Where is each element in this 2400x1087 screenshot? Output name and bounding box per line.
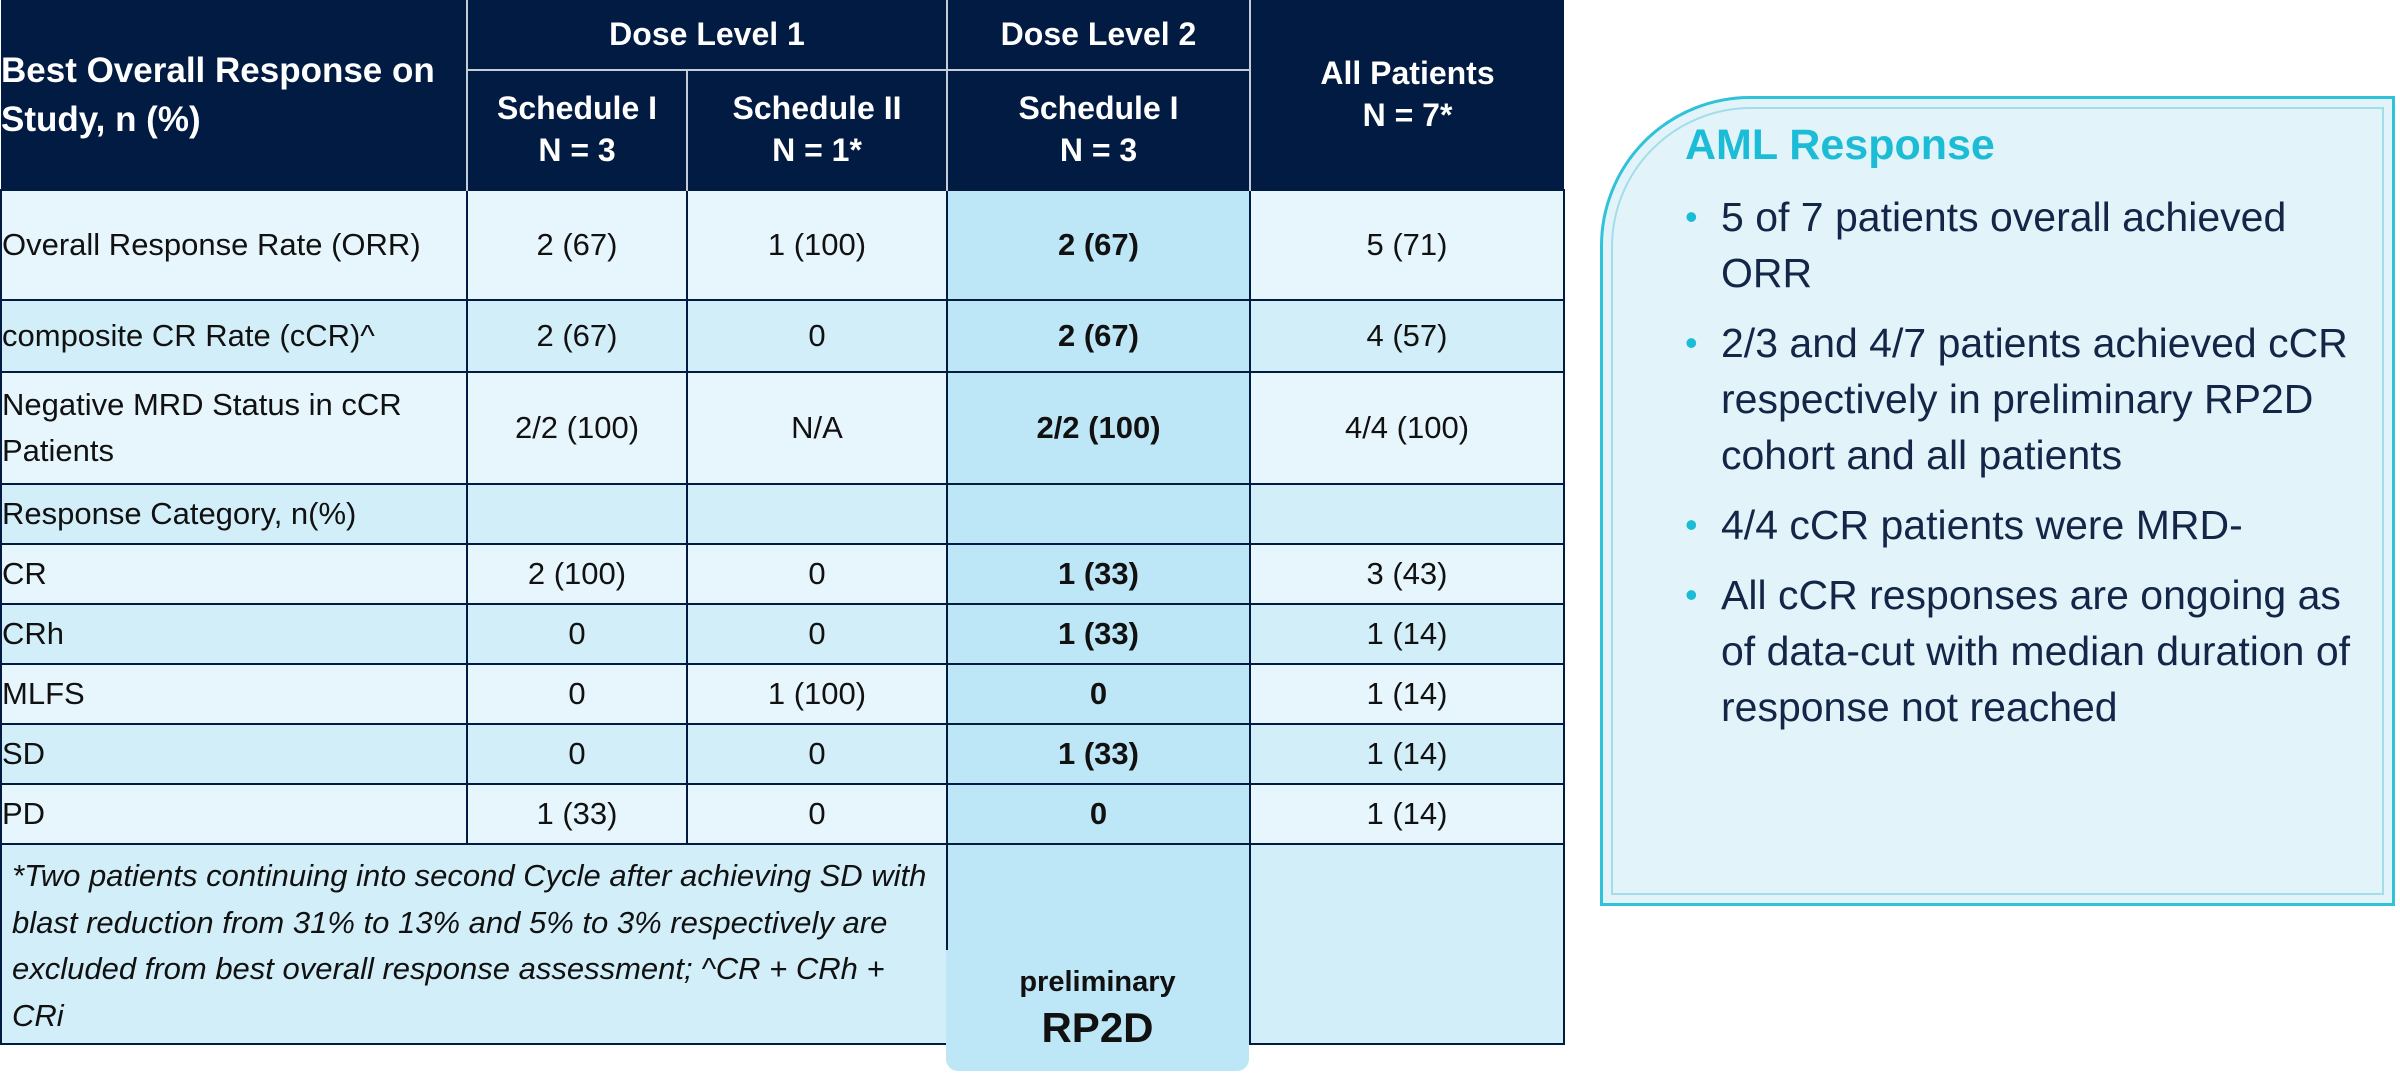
bullet-dot-icon: • bbox=[1685, 322, 1698, 363]
table-cell-highlighted: 2 (67) bbox=[946, 189, 1251, 301]
table-cell: 0 bbox=[466, 663, 688, 725]
table-cell bbox=[686, 483, 948, 545]
schedule-label: Schedule II bbox=[732, 90, 902, 127]
table-cell-highlighted bbox=[946, 483, 1251, 545]
all-patients-title: All Patients bbox=[1320, 54, 1495, 91]
table-row-ccr: composite CR Rate (cCR)^ 2 (67) 0 2 (67)… bbox=[0, 299, 1565, 373]
response-table: Best Overall Response on Study, n (%) Do… bbox=[0, 0, 1565, 1045]
row-label: composite CR Rate (cCR)^ bbox=[0, 299, 468, 373]
footnote: *Two patients continuing into second Cyc… bbox=[0, 843, 948, 1045]
aml-bullet-text: 2/3 and 4/7 patients achieved cCR respec… bbox=[1721, 320, 2348, 478]
aml-bullet-text: 4/4 cCR patients were MRD- bbox=[1721, 502, 2243, 548]
table-cell: 1 (100) bbox=[686, 663, 948, 725]
row-label: SD bbox=[0, 723, 468, 785]
row-label: Overall Response Rate (ORR) bbox=[0, 189, 468, 301]
table-cell: 0 bbox=[466, 723, 688, 785]
bullet-dot-icon: • bbox=[1685, 504, 1698, 545]
dose-level-1-header: Dose Level 1 bbox=[466, 0, 947, 71]
table-row-sd: SD 0 0 1 (33) 1 (14) bbox=[0, 723, 1565, 785]
dl2-schedule-1-header: Schedule I N = 3 bbox=[946, 70, 1250, 190]
table-cell-highlighted: 0 bbox=[946, 783, 1251, 845]
aml-bullet: • 4/4 cCR patients were MRD- bbox=[1685, 497, 2375, 553]
table-row-orr: Overall Response Rate (ORR) 2 (67) 1 (10… bbox=[0, 189, 1565, 301]
n-label: N = 3 bbox=[1059, 132, 1138, 168]
table-cell: 1 (14) bbox=[1249, 783, 1565, 845]
table-row-footnote: *Two patients continuing into second Cyc… bbox=[0, 843, 1565, 1045]
table-cell: 5 (71) bbox=[1249, 189, 1565, 301]
row-label: CRh bbox=[0, 603, 468, 665]
n-label: N = 3 bbox=[538, 132, 616, 168]
table-cell: 2 (67) bbox=[466, 299, 688, 373]
aml-bullet: • 5 of 7 patients overall achieved ORR bbox=[1685, 189, 2375, 301]
footnote-empty-cell bbox=[1249, 843, 1565, 1045]
table-row-cr: CR 2 (100) 0 1 (33) 3 (43) bbox=[0, 543, 1565, 605]
row-label: PD bbox=[0, 783, 468, 845]
aml-bullet-text: 5 of 7 patients overall achieved ORR bbox=[1721, 194, 2287, 296]
table-row-pd: PD 1 (33) 0 0 1 (14) bbox=[0, 783, 1565, 845]
bullet-dot-icon: • bbox=[1685, 196, 1698, 237]
table-cell: 1 (33) bbox=[466, 783, 688, 845]
table-cell: 1 (14) bbox=[1249, 723, 1565, 785]
schedule-label: Schedule I bbox=[496, 90, 658, 127]
aml-bullet-list: • 5 of 7 patients overall achieved ORR • 2… bbox=[1685, 189, 2375, 749]
schedule-label: Schedule I bbox=[1018, 90, 1179, 127]
rp2d-label-tab: preliminary RP2D bbox=[946, 950, 1249, 1071]
dose-level-2-header: Dose Level 2 bbox=[946, 0, 1250, 71]
table-cell bbox=[1249, 483, 1565, 545]
table-row-response-category: Response Category, n(%) bbox=[0, 483, 1565, 545]
table-cell: 0 bbox=[686, 783, 948, 845]
aml-bullet: • 2/3 and 4/7 patients achieved cCR respe… bbox=[1685, 315, 2375, 483]
table-cell: 3 (43) bbox=[1249, 543, 1565, 605]
table-row-mlfs: MLFS 0 1 (100) 0 1 (14) bbox=[0, 663, 1565, 725]
table-cell: 0 bbox=[686, 543, 948, 605]
aml-bullet-text: All cCR responses are ongoing as of data… bbox=[1721, 572, 2351, 730]
table-cell: 1 (14) bbox=[1249, 663, 1565, 725]
table-row-mrd: Negative MRD Status in cCR Patients 2/2 … bbox=[0, 371, 1565, 485]
table-cell-highlighted: 2/2 (100) bbox=[946, 371, 1251, 485]
row-label: MLFS bbox=[0, 663, 468, 725]
table-cell-highlighted: 1 (33) bbox=[946, 603, 1251, 665]
row-label: CR bbox=[0, 543, 468, 605]
aml-panel-inner-border bbox=[1611, 107, 2384, 895]
all-patients-n: N = 7* bbox=[1362, 96, 1453, 133]
table-cell: 0 bbox=[686, 723, 948, 785]
aml-panel-title: AML Response bbox=[1685, 121, 1995, 169]
table-cell: 1 (100) bbox=[686, 189, 948, 301]
aml-bullet: • All cCR responses are ongoing as of dat… bbox=[1685, 567, 2375, 735]
table-cell-highlighted: 1 (33) bbox=[946, 543, 1251, 605]
table-cell: 4 (57) bbox=[1249, 299, 1565, 373]
n-label: N = 1* bbox=[772, 132, 862, 168]
rp2d-big-label: RP2D bbox=[1041, 1004, 1154, 1051]
dl1-schedule-1-header: Schedule I N = 3 bbox=[466, 70, 687, 190]
bullet-dot-icon: • bbox=[1685, 574, 1698, 615]
table-cell: 2 (67) bbox=[466, 189, 688, 301]
table-cell-highlighted: 0 bbox=[946, 663, 1251, 725]
table-cell: 1 (14) bbox=[1249, 603, 1565, 665]
aml-response-panel: AML Response • 5 of 7 patients overall ac… bbox=[1600, 96, 2395, 906]
dl1-schedule-2-header: Schedule II N = 1* bbox=[686, 70, 947, 190]
table-cell: 0 bbox=[466, 603, 688, 665]
table-cell bbox=[466, 483, 688, 545]
table-cell: N/A bbox=[686, 371, 948, 485]
rp2d-small-label: preliminary bbox=[1019, 966, 1176, 998]
all-patients-header: All Patients N = 7* bbox=[1249, 0, 1564, 190]
row-label: Negative MRD Status in cCR Patients bbox=[0, 371, 468, 485]
table-corner-header: Best Overall Response on Study, n (%) bbox=[1, 0, 467, 190]
table-cell: 0 bbox=[686, 299, 948, 373]
table-row-crh: CRh 0 0 1 (33) 1 (14) bbox=[0, 603, 1565, 665]
table-cell-highlighted: 1 (33) bbox=[946, 723, 1251, 785]
table-cell: 4/4 (100) bbox=[1249, 371, 1565, 485]
table-cell: 2 (100) bbox=[466, 543, 688, 605]
row-label: Response Category, n(%) bbox=[0, 483, 468, 545]
table-cell: 2/2 (100) bbox=[466, 371, 688, 485]
table-cell: 0 bbox=[686, 603, 948, 665]
table-cell-highlighted: 2 (67) bbox=[946, 299, 1251, 373]
